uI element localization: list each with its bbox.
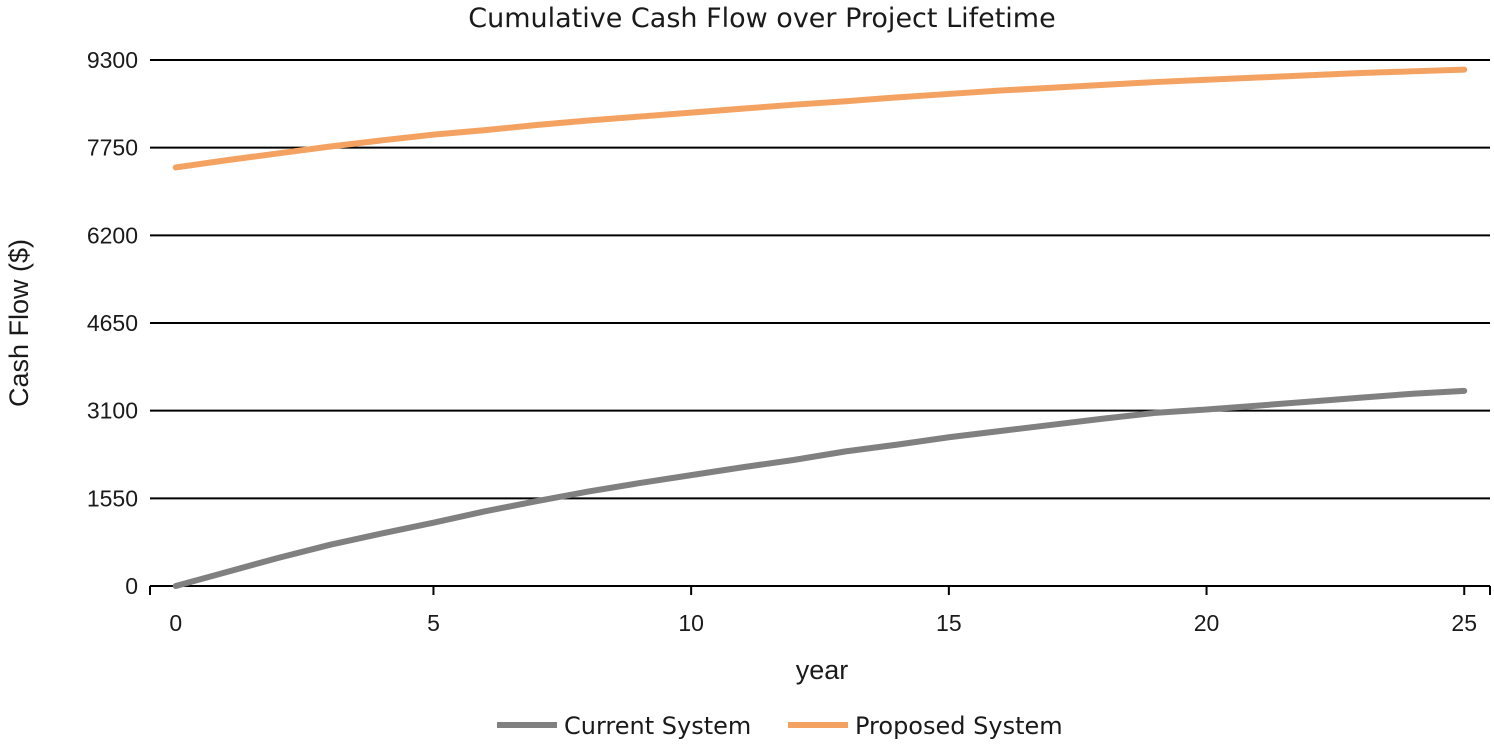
y-axis-ticks: 0 1550 3100 4650 6200 7750 9300 (87, 47, 138, 599)
y-tick-label: 7750 (87, 135, 138, 161)
series-line-1 (172, 66, 1468, 171)
legend-label: Proposed System (855, 712, 1063, 740)
x-tick-label: 20 (1194, 610, 1220, 636)
x-tick-label: 0 (169, 610, 182, 636)
x-tick-label: 10 (678, 610, 704, 636)
y-tick-label: 3100 (87, 398, 138, 424)
series-lines (172, 66, 1468, 589)
y-tick-label: 0 (125, 573, 138, 599)
y-tick-label: 9300 (87, 47, 138, 73)
x-axis-ticks: 0 5 10 15 20 25 (169, 586, 1491, 636)
y-tick-label: 6200 (87, 222, 138, 248)
y-tick-label: 4650 (87, 310, 138, 336)
series-line-0 (172, 387, 1468, 589)
x-tick-label: 5 (427, 610, 440, 636)
x-tick-label: 25 (1451, 610, 1477, 636)
legend-label: Current System (564, 712, 751, 740)
y-axis-label: Cash Flow ($) (4, 239, 34, 407)
y-tick-label: 1550 (87, 485, 138, 511)
chart-title: Cumulative Cash Flow over Project Lifeti… (468, 3, 1055, 34)
x-tick-label: 15 (936, 610, 962, 636)
x-axis-label: year (796, 655, 849, 685)
gridlines (149, 59, 1490, 595)
legend: Current System Proposed System (497, 712, 1063, 740)
